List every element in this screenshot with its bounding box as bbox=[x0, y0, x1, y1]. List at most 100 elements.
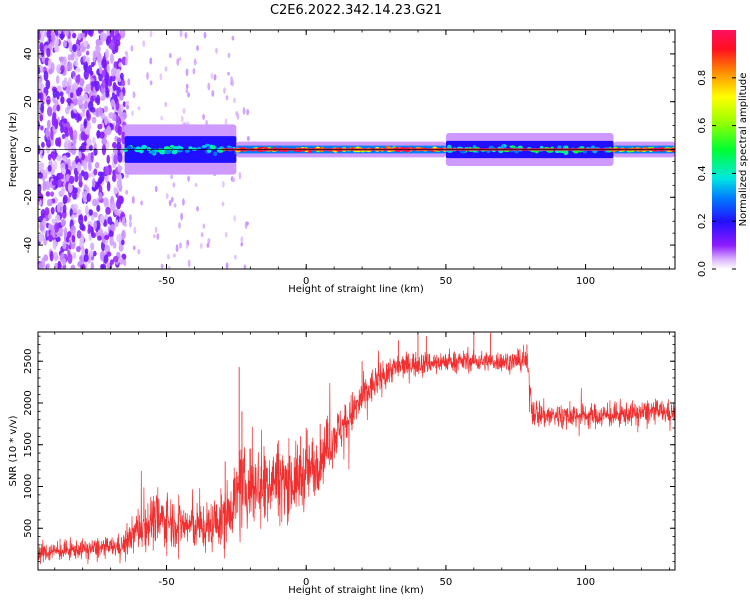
spectrogram-cell bbox=[117, 163, 121, 173]
spectrogram-x-axis-label: Height of straight line (km) bbox=[288, 284, 424, 295]
spectrogram-cell bbox=[62, 260, 66, 266]
spectrogram-cell bbox=[227, 52, 231, 59]
colorbar-label: Normalized spectral amplitude bbox=[738, 73, 749, 227]
spectrogram-cell bbox=[93, 148, 98, 156]
spectrogram-cell bbox=[52, 88, 58, 98]
colorbar: 0.0 0.2 0.4 0.6 0.8 Normalized spectral ampl… bbox=[697, 30, 749, 277]
spectrogram-cell bbox=[175, 244, 179, 253]
spectrogram-cell bbox=[142, 40, 146, 48]
spectrogram-cell bbox=[72, 252, 77, 259]
spectrogram-cell bbox=[116, 68, 121, 75]
spectrogram-cell bbox=[117, 152, 123, 163]
spectrogram-cell bbox=[107, 216, 113, 225]
spectrogram-cell bbox=[130, 45, 134, 52]
spectrogram-cell bbox=[87, 224, 91, 231]
spectrogram-cell bbox=[84, 61, 89, 73]
snr-x-tick-label: 100 bbox=[576, 577, 595, 588]
spectrogram-cell bbox=[106, 63, 111, 75]
spectrogram-cell bbox=[76, 230, 82, 239]
spectrogram-cell bbox=[40, 125, 44, 131]
spectrogram-cell bbox=[82, 93, 88, 102]
spectrogram-cell bbox=[116, 178, 122, 190]
spectrogram-cell bbox=[123, 148, 128, 152]
spectrogram-cell bbox=[79, 32, 86, 38]
spectrogram-cell bbox=[62, 155, 67, 161]
spectrogram-cell bbox=[79, 223, 85, 231]
spectrogram-cell bbox=[88, 91, 92, 99]
spectrogram-cell bbox=[115, 33, 121, 42]
spectrogram-x-tick-label: 100 bbox=[576, 276, 595, 287]
spectrogram-cell bbox=[227, 71, 230, 76]
spectrogram-cell bbox=[63, 118, 68, 124]
spectrogram-cell bbox=[90, 228, 95, 237]
spectrogram-cell bbox=[82, 193, 88, 203]
spectrogram-cell bbox=[65, 30, 69, 37]
spectrogram-cell bbox=[125, 189, 129, 195]
spectrogram-cell bbox=[96, 197, 100, 208]
spectrogram-cell bbox=[71, 225, 75, 231]
spectrogram-cell bbox=[88, 160, 92, 172]
spectrogram-cell bbox=[58, 231, 63, 237]
spectrogram-cell bbox=[63, 56, 67, 67]
spectrogram-cell bbox=[169, 144, 175, 148]
spectrogram-cell bbox=[137, 106, 141, 111]
spectrogram-cell bbox=[99, 131, 105, 139]
spectrogram-cell bbox=[202, 223, 206, 229]
spectrogram-cell bbox=[173, 203, 177, 208]
spectrogram-cell bbox=[223, 87, 226, 94]
spectrogram-cell bbox=[123, 259, 127, 267]
spectrogram-cell bbox=[92, 136, 96, 145]
spectrogram-cell bbox=[224, 118, 228, 126]
spectrogram-cell bbox=[49, 250, 54, 262]
spectrogram-cell bbox=[38, 233, 44, 242]
spectrogram-axes: -50 0 50 100 -40 -20 0 20 40 bbox=[23, 29, 675, 287]
spectrogram-cell bbox=[65, 173, 70, 180]
spectrogram-cell bbox=[114, 208, 120, 216]
spectrogram-cell bbox=[96, 205, 101, 212]
spectrogram-cell bbox=[233, 215, 237, 222]
spectrogram-cell bbox=[52, 239, 57, 250]
spectrogram-cell bbox=[57, 260, 62, 269]
spectrogram-cell bbox=[78, 172, 83, 183]
spectrogram-cell bbox=[126, 145, 132, 150]
spectrogram-cell bbox=[60, 218, 67, 227]
spectrogram-cell bbox=[46, 106, 53, 117]
spectrogram-cell bbox=[57, 136, 62, 148]
snr-y-tick-label: 2500 bbox=[23, 349, 34, 374]
spectrogram-cell bbox=[90, 81, 96, 88]
spectrogram-cell bbox=[80, 111, 86, 118]
spectrogram-cell bbox=[51, 218, 57, 224]
spectrogram-cell bbox=[132, 91, 136, 99]
snr-series-line bbox=[38, 332, 675, 565]
spectrogram-cell bbox=[93, 211, 98, 218]
spectrogram-cell bbox=[116, 233, 122, 243]
spectrogram-heatmap bbox=[38, 30, 675, 269]
snr-x-tick-label: 0 bbox=[303, 577, 309, 588]
spectrogram-cell bbox=[91, 198, 98, 207]
spectrogram-cell bbox=[215, 47, 218, 54]
spectrogram-cell bbox=[240, 235, 244, 243]
spectrogram-cell bbox=[74, 59, 79, 67]
spectrogram-cell bbox=[69, 92, 74, 99]
figure-title: C2E6.2022.342.14.23.G21 bbox=[270, 3, 442, 18]
spectrogram-cell bbox=[43, 254, 49, 262]
spectrogram-cell bbox=[225, 262, 229, 269]
spectrogram-cell bbox=[46, 263, 50, 269]
spectrogram-cell bbox=[193, 58, 197, 66]
spectrogram-x-tick-label: 50 bbox=[440, 276, 453, 287]
spectrogram-x-tick-label: 0 bbox=[303, 276, 309, 287]
spectrogram-cell bbox=[51, 115, 57, 127]
spectrogram-cell bbox=[173, 253, 176, 258]
spectrogram-cell bbox=[226, 145, 232, 149]
spectrogram-cell bbox=[71, 190, 77, 200]
spectrogram-cell bbox=[199, 242, 203, 249]
spectrogram-cell bbox=[110, 99, 116, 107]
spectrogram-cell bbox=[121, 229, 126, 240]
spectrogram-cell bbox=[90, 61, 95, 68]
spectrogram-cell bbox=[87, 101, 94, 111]
spectrogram-cell bbox=[94, 97, 100, 104]
spectrogram-panel: -50 0 50 100 -40 -20 0 20 40 Height of straight … bbox=[8, 29, 676, 295]
spectrogram-cell bbox=[38, 92, 43, 99]
spectrogram-cell bbox=[206, 242, 210, 248]
spectrogram-cell bbox=[38, 31, 41, 41]
